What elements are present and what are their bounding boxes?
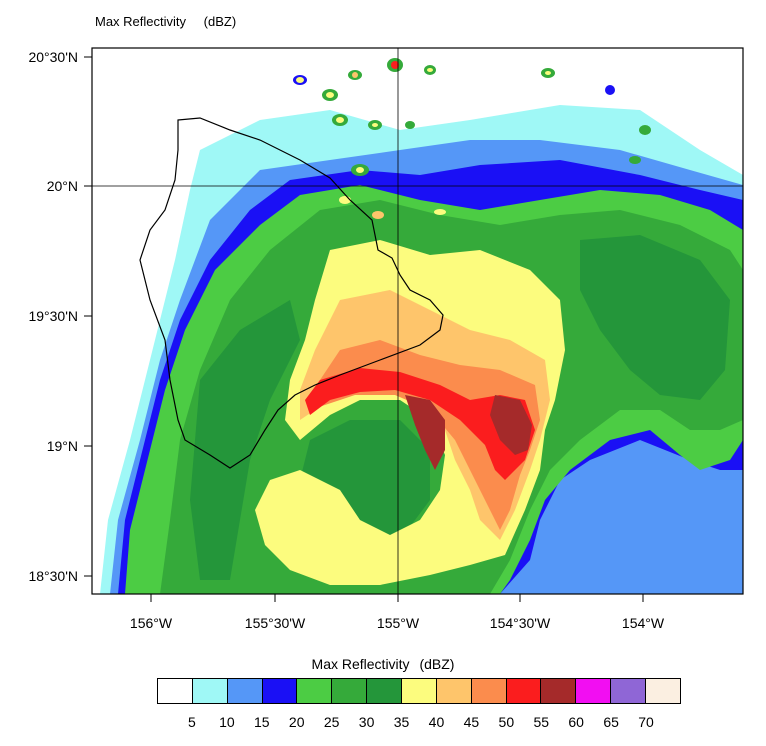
- band-35-dbz-west: [190, 300, 300, 580]
- colorbar-label: 55: [533, 714, 550, 730]
- colorbar-title: Max Reflectivity (dBZ): [0, 656, 766, 672]
- colorbar-swatch: [506, 679, 542, 703]
- band-60-dbz-center: [405, 395, 445, 470]
- scattered-cells-north: [293, 58, 651, 219]
- colorbar-label: 65: [603, 714, 619, 730]
- colorbar-label: 15: [254, 714, 270, 730]
- lat-axis: 20°30'N 20°N 19°30'N 19°N 18°30'N: [28, 49, 92, 584]
- colorbar-swatch: [471, 679, 507, 703]
- plot-title-units: (dBZ): [203, 14, 237, 29]
- colorbar-label: 70: [638, 714, 654, 730]
- colorbar-label: 50: [498, 714, 515, 730]
- lat-label-18-30n: 18°30'N: [28, 568, 78, 584]
- lon-label-155-30w: 155°30'W: [245, 615, 306, 631]
- colorbar-label: 10: [219, 714, 235, 730]
- map-frame: [91, 47, 744, 595]
- lat-label-20-30n: 20°30'N: [28, 49, 78, 65]
- lat-label-20n: 20°N: [47, 178, 78, 194]
- lat-label-19-30n: 19°30'N: [28, 308, 78, 324]
- coastline-big-island: [139, 117, 444, 469]
- colorbar-swatch: [402, 679, 437, 703]
- band-35-dbz-east: [580, 235, 730, 400]
- colorbar-swatch: [262, 679, 298, 703]
- colorbar-swatch: [436, 679, 472, 703]
- band-60-dbz-east: [490, 395, 532, 455]
- colorbar-swatch: [646, 679, 680, 703]
- colorbar-label: 45: [463, 714, 480, 730]
- lon-label-154-30w: 154°30'W: [490, 615, 551, 631]
- colorbar-swatch: [367, 679, 403, 703]
- colorbar-swatch: [611, 679, 647, 703]
- colorbar-label: 20: [288, 714, 305, 730]
- colorbar-title-name: Max Reflectivity: [311, 656, 410, 672]
- colorbar-label: 30: [358, 714, 375, 730]
- lon-label-155w: 155°W: [377, 615, 420, 631]
- plot-title-name: Max Reflectivity: [95, 14, 187, 29]
- colorbar-swatch: [576, 679, 612, 703]
- colorbar-label: 60: [568, 714, 584, 730]
- lon-label-154w: 154°W: [622, 615, 665, 631]
- reflectivity-field: [92, 48, 743, 594]
- colorbar: [157, 678, 681, 704]
- lat-label-19n: 19°N: [47, 438, 78, 454]
- lon-axis: 156°W 155°30'W 155°W 154°30'W 154°W: [130, 594, 665, 631]
- colorbar-label: 35: [393, 714, 410, 730]
- colorbar-label: 25: [323, 714, 340, 730]
- colorbar-swatch: [227, 679, 263, 703]
- lon-label-156w: 156°W: [130, 615, 173, 631]
- colorbar-swatch: [541, 679, 577, 703]
- colorbar-label: 5: [188, 714, 196, 730]
- colorbar-swatch: [158, 679, 193, 703]
- colorbar-label: 40: [428, 714, 445, 730]
- plot-title: Max Reflectivity (dBZ): [95, 14, 250, 29]
- colorbar-swatch: [192, 679, 228, 703]
- colorbar-swatch: [297, 679, 333, 703]
- colorbar-title-units: (dBZ): [419, 656, 455, 672]
- colorbar-swatch: [332, 679, 368, 703]
